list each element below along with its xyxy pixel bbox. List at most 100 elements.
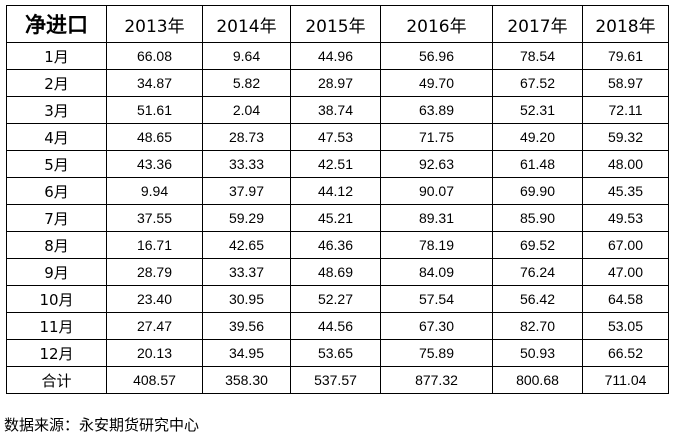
table-cell: 78.54 [492, 42, 583, 70]
net-import-table: 净进口 2013年 2014年 2015年 2016年 2017年 2018年 … [6, 5, 669, 394]
table-cell: 38.74 [290, 96, 381, 124]
table-cell: 30.95 [202, 285, 291, 313]
column-header: 2015年 [290, 5, 381, 43]
table-cell: 42.65 [202, 231, 291, 259]
table-cell: 45.21 [290, 204, 381, 232]
table-row: 2月 34.87 5.82 28.97 49.70 67.52 58.97 [6, 69, 669, 97]
table-cell: 46.36 [290, 231, 381, 259]
table-body: 1月 66.08 9.64 44.96 56.96 78.54 79.61 2月 34.87 5.… [6, 42, 669, 394]
row-label: 9月 [6, 258, 107, 286]
table-cell: 27.47 [106, 312, 203, 340]
table-cell: 52.27 [290, 285, 381, 313]
row-label: 7月 [6, 204, 107, 232]
table-cell: 67.52 [492, 69, 583, 97]
row-label: 10月 [6, 285, 107, 313]
table-cell: 57.54 [380, 285, 493, 313]
table-row: 8月 16.71 42.65 46.36 78.19 69.52 67.00 [6, 231, 669, 259]
table-cell: 28.97 [290, 69, 381, 97]
table-cell: 16.71 [106, 231, 203, 259]
table-cell: 48.00 [582, 150, 669, 178]
table-row: 12月 20.13 34.95 53.65 75.89 50.93 66.52 [6, 339, 669, 367]
column-header: 2014年 [202, 5, 291, 43]
table-cell: 48.65 [106, 123, 203, 151]
table-cell: 47.00 [582, 258, 669, 286]
table-cell: 89.31 [380, 204, 493, 232]
table-cell: 34.95 [202, 339, 291, 367]
table-row: 11月 27.47 39.56 44.56 67.30 82.70 53.05 [6, 312, 669, 340]
table-cell: 61.48 [492, 150, 583, 178]
row-label: 4月 [6, 123, 107, 151]
table-cell: 90.07 [380, 177, 493, 205]
table-cell: 56.42 [492, 285, 583, 313]
table-cell: 2.04 [202, 96, 291, 124]
table-cell: 49.20 [492, 123, 583, 151]
row-label: 5月 [6, 150, 107, 178]
table-cell: 44.12 [290, 177, 381, 205]
table-cell: 82.70 [492, 312, 583, 340]
table-cell: 23.40 [106, 285, 203, 313]
table-row: 5月 43.36 33.33 42.51 92.63 61.48 48.00 [6, 150, 669, 178]
table-row: 4月 48.65 28.73 47.53 71.75 49.20 59.32 [6, 123, 669, 151]
column-header: 2016年 [380, 5, 493, 43]
table-cell: 58.97 [582, 69, 669, 97]
table-cell: 537.57 [290, 366, 381, 394]
table-cell: 49.53 [582, 204, 669, 232]
table-cell: 66.08 [106, 42, 203, 70]
table-cell: 59.32 [582, 123, 669, 151]
table-cell: 59.29 [202, 204, 291, 232]
column-header: 2013年 [106, 5, 203, 43]
row-label: 合计 [6, 366, 107, 394]
table-cell: 71.75 [380, 123, 493, 151]
table-row: 6月 9.94 37.97 44.12 90.07 69.90 45.35 [6, 177, 669, 205]
table-cell: 85.90 [492, 204, 583, 232]
table-cell: 84.09 [380, 258, 493, 286]
row-label: 12月 [6, 339, 107, 367]
row-label: 8月 [6, 231, 107, 259]
table-cell: 28.73 [202, 123, 291, 151]
table-cell: 53.05 [582, 312, 669, 340]
data-source-note: 数据来源：永安期货研究中心 [4, 416, 200, 434]
table-cell: 72.11 [582, 96, 669, 124]
row-label: 11月 [6, 312, 107, 340]
table-cell: 50.93 [492, 339, 583, 367]
table-cell: 33.33 [202, 150, 291, 178]
column-header: 2018年 [582, 5, 669, 43]
table-row: 合计 408.57 358.30 537.57 877.32 800.68 711.04 [6, 366, 669, 394]
table-row: 7月 37.55 59.29 45.21 89.31 85.90 49.53 [6, 204, 669, 232]
table-cell: 37.55 [106, 204, 203, 232]
table-cell: 49.70 [380, 69, 493, 97]
table-cell: 33.37 [202, 258, 291, 286]
column-header: 2017年 [492, 5, 583, 43]
table-cell: 92.63 [380, 150, 493, 178]
table-cell: 9.94 [106, 177, 203, 205]
table-cell: 48.69 [290, 258, 381, 286]
table-header-row: 净进口 2013年 2014年 2015年 2016年 2017年 2018年 [6, 5, 669, 43]
table-cell: 52.31 [492, 96, 583, 124]
table-cell: 51.61 [106, 96, 203, 124]
row-label: 6月 [6, 177, 107, 205]
table-cell: 44.96 [290, 42, 381, 70]
table-cell: 56.96 [380, 42, 493, 70]
row-label: 1月 [6, 42, 107, 70]
table-row: 3月 51.61 2.04 38.74 63.89 52.31 72.11 [6, 96, 669, 124]
table-cell: 69.90 [492, 177, 583, 205]
table-cell: 79.61 [582, 42, 669, 70]
table-cell: 39.56 [202, 312, 291, 340]
table-cell: 64.58 [582, 285, 669, 313]
row-label: 3月 [6, 96, 107, 124]
table-cell: 42.51 [290, 150, 381, 178]
table-cell: 358.30 [202, 366, 291, 394]
table-cell: 34.87 [106, 69, 203, 97]
table-row: 1月 66.08 9.64 44.96 56.96 78.54 79.61 [6, 42, 669, 70]
table-cell: 877.32 [380, 366, 493, 394]
table-cell: 711.04 [582, 366, 669, 394]
table-cell: 78.19 [380, 231, 493, 259]
table-cell: 47.53 [290, 123, 381, 151]
row-label: 2月 [6, 69, 107, 97]
table-cell: 9.64 [202, 42, 291, 70]
table-corner-title: 净进口 [6, 5, 107, 43]
table-cell: 67.30 [380, 312, 493, 340]
table-cell: 37.97 [202, 177, 291, 205]
table-cell: 66.52 [582, 339, 669, 367]
table-cell: 44.56 [290, 312, 381, 340]
